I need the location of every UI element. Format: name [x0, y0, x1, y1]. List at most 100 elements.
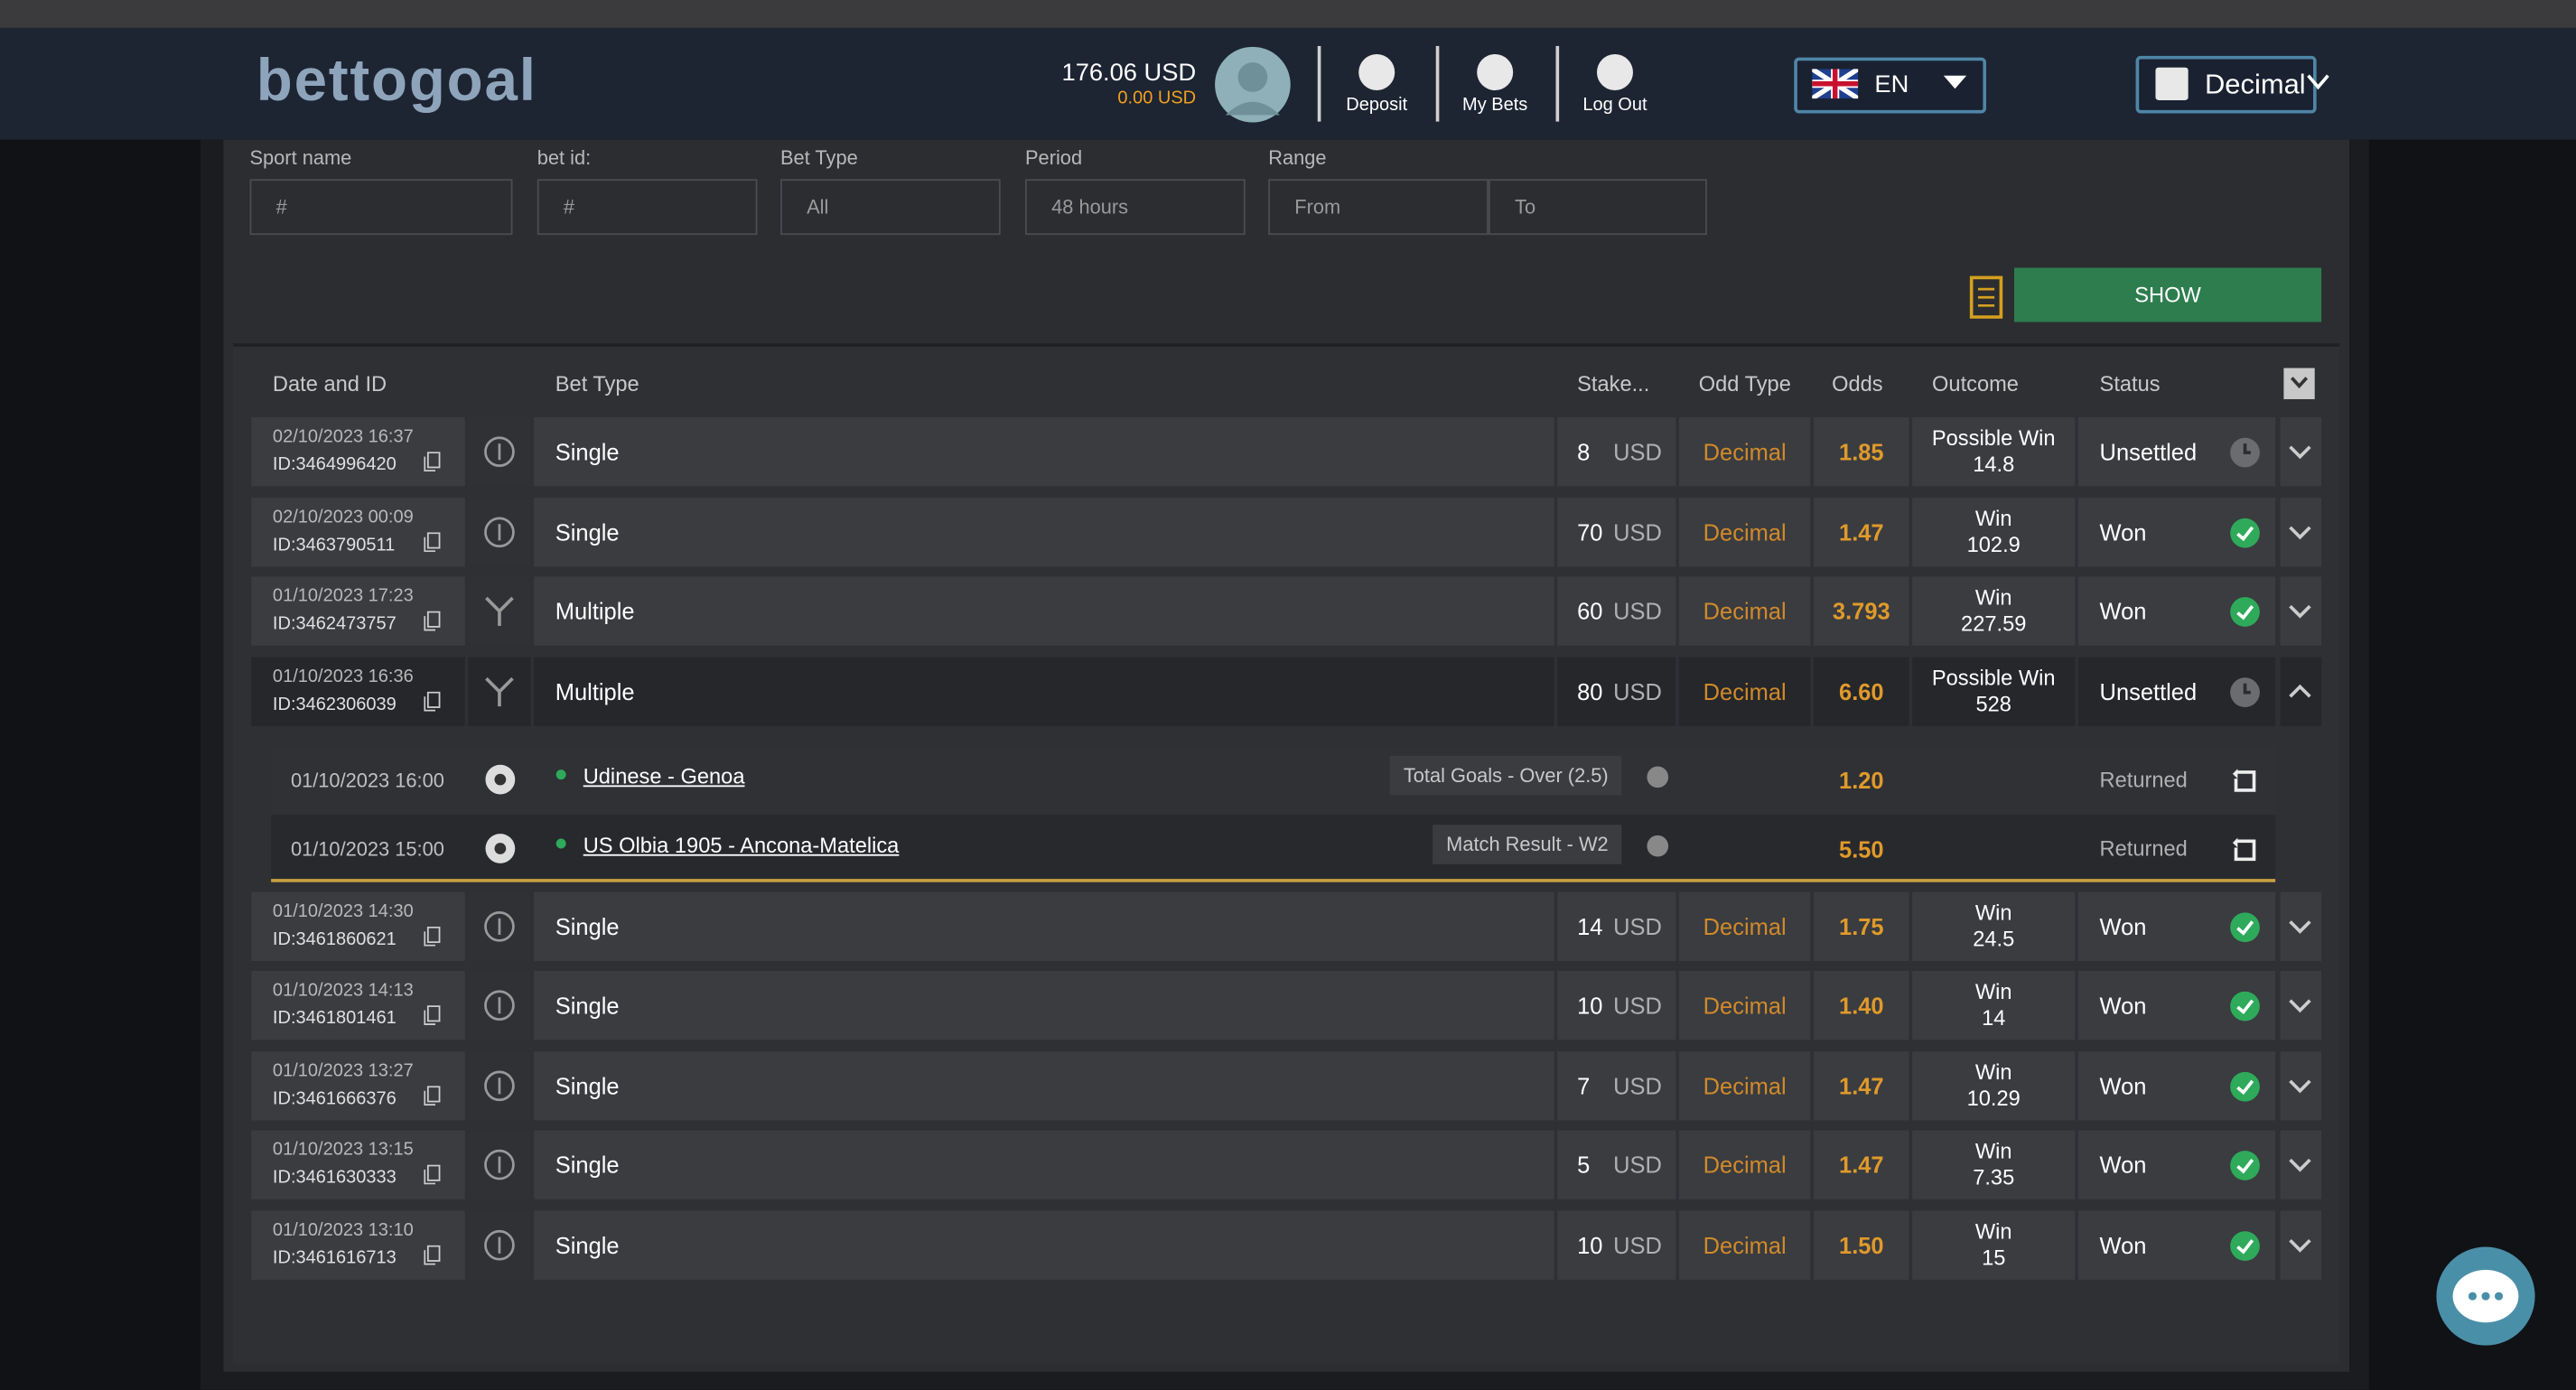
- column-header: Bet Type: [555, 371, 639, 396]
- filter-placeholder: To: [1515, 195, 1535, 218]
- status-icon: [2229, 1150, 2261, 1181]
- cell: [534, 1130, 1554, 1199]
- odd-type: Decimal: [1679, 598, 1811, 624]
- status-icon: [2229, 911, 2261, 943]
- odds: 1.47: [1814, 1072, 1909, 1098]
- status: Won: [2100, 1231, 2147, 1257]
- bet-id: ID:3464996420: [273, 455, 397, 475]
- outcome: Win: [1912, 1218, 2075, 1243]
- leg-date: 01/10/2023 16:00: [291, 768, 444, 790]
- cell: [534, 576, 1554, 645]
- odds-icon: [2155, 68, 2188, 100]
- expand-toggle[interactable]: [2289, 443, 2311, 460]
- column-header: Status: [2100, 371, 2161, 396]
- info-icon: [1647, 765, 1669, 788]
- outcome: Win: [1912, 585, 2075, 610]
- status-icon: [2229, 1070, 2261, 1102]
- odd-type: Decimal: [1679, 1072, 1811, 1098]
- status-icon: [2229, 991, 2261, 1022]
- bet-type: Single: [555, 518, 620, 545]
- nav-item[interactable]: My Bets: [1436, 95, 1554, 115]
- expand-toggle[interactable]: [2289, 918, 2311, 934]
- bet-id: ID:3461616713: [273, 1247, 397, 1267]
- filter-label: Period: [1025, 146, 1082, 169]
- odds: 6.60: [1814, 677, 1909, 704]
- bet-id: ID:3462306039: [273, 694, 397, 714]
- leg-match[interactable]: Udinese - Genoa: [583, 763, 745, 788]
- expand-toggle[interactable]: [2289, 683, 2311, 699]
- bet-date: 01/10/2023 17:23: [273, 586, 414, 606]
- bet-date: 02/10/2023 00:09: [273, 507, 414, 527]
- outcome-value: 24.5: [1912, 926, 2075, 950]
- expand-toggle[interactable]: [2289, 1236, 2311, 1253]
- outcome: Possible Win: [1912, 425, 2075, 450]
- nav-item[interactable]: Deposit: [1318, 95, 1436, 115]
- soccer-icon: [485, 832, 517, 863]
- copy-icon: [424, 1005, 440, 1025]
- cell: [534, 891, 1554, 960]
- outcome-value: 14: [1912, 1005, 2075, 1030]
- currency: USD: [1613, 518, 1662, 545]
- outcome-value: 227.59: [1912, 611, 2075, 636]
- balance: 176.06 USD: [1062, 59, 1197, 87]
- nav-icon: [1475, 52, 1515, 92]
- expand-toggle[interactable]: [2289, 603, 2311, 620]
- filter-label: bet id:: [537, 146, 591, 169]
- bet-type-icon: [483, 1068, 516, 1101]
- stake: 5: [1577, 1152, 1590, 1178]
- bet-date: 02/10/2023 16:37: [273, 427, 414, 447]
- bet-date: 01/10/2023 13:10: [273, 1220, 414, 1240]
- filter-input[interactable]: [249, 179, 512, 235]
- column-header: Odds: [1832, 371, 1883, 396]
- bet-type: Single: [555, 1231, 620, 1257]
- status-icon: [2229, 517, 2261, 548]
- column-header: Odd Type: [1699, 371, 1791, 396]
- caret: [1944, 76, 1966, 90]
- bet-id: ID:3461666376: [273, 1088, 397, 1108]
- stake: 14: [1577, 912, 1602, 938]
- odd-type: Decimal: [1679, 993, 1811, 1019]
- stake: 70: [1577, 518, 1602, 545]
- bet-type: Multiple: [555, 677, 635, 704]
- currency: USD: [1613, 677, 1662, 704]
- odds: 1.75: [1814, 912, 1909, 938]
- show-label: SHOW: [2014, 283, 2321, 307]
- leg-match[interactable]: US Olbia 1905 - Ancona-Matelica: [583, 832, 900, 856]
- status: Won: [2100, 1072, 2147, 1098]
- odd-type: Decimal: [1679, 1231, 1811, 1257]
- column-header: Outcome: [1932, 371, 2019, 396]
- bet-date: 01/10/2023 14:13: [273, 981, 414, 1001]
- currency: USD: [1613, 598, 1662, 624]
- copy-icon: [424, 1165, 440, 1185]
- odd-type: Decimal: [1679, 912, 1811, 938]
- leg-status: Returned: [2100, 835, 2188, 860]
- chat-button[interactable]: [2435, 1245, 2537, 1348]
- filter-placeholder: From: [1294, 195, 1340, 218]
- nav-item[interactable]: Log Out: [1555, 95, 1674, 115]
- returned-icon: [2229, 832, 2261, 863]
- expand-toggle[interactable]: [2289, 523, 2311, 539]
- avatar: [1214, 46, 1291, 123]
- bet-type-icon: [483, 1228, 516, 1261]
- status-icon: [2229, 437, 2261, 469]
- nav-icon: [1595, 52, 1635, 92]
- outcome: Win: [1912, 1138, 2075, 1162]
- expand-toggle[interactable]: [2289, 997, 2311, 1013]
- expand-toggle[interactable]: [2289, 1157, 2311, 1173]
- filter-placeholder: 48 hours: [1051, 195, 1128, 218]
- currency: USD: [1613, 912, 1662, 938]
- info-icon: [1647, 834, 1669, 856]
- stake: 7: [1577, 1072, 1590, 1098]
- bet-type: Single: [555, 1072, 620, 1098]
- bet-type-icon: [483, 1148, 516, 1180]
- expand-toggle[interactable]: [2289, 1077, 2311, 1093]
- bet-type-icon: [483, 910, 516, 942]
- stake: 10: [1577, 1231, 1602, 1257]
- leg-status: Returned: [2100, 767, 2188, 791]
- outcome: Win: [1912, 900, 2075, 924]
- dot: [555, 768, 567, 779]
- filter-placeholder: #: [564, 195, 574, 218]
- odd-type: Decimal: [1679, 677, 1811, 704]
- bet-type: Single: [555, 912, 620, 938]
- odds-format: Decimal: [2205, 69, 2306, 101]
